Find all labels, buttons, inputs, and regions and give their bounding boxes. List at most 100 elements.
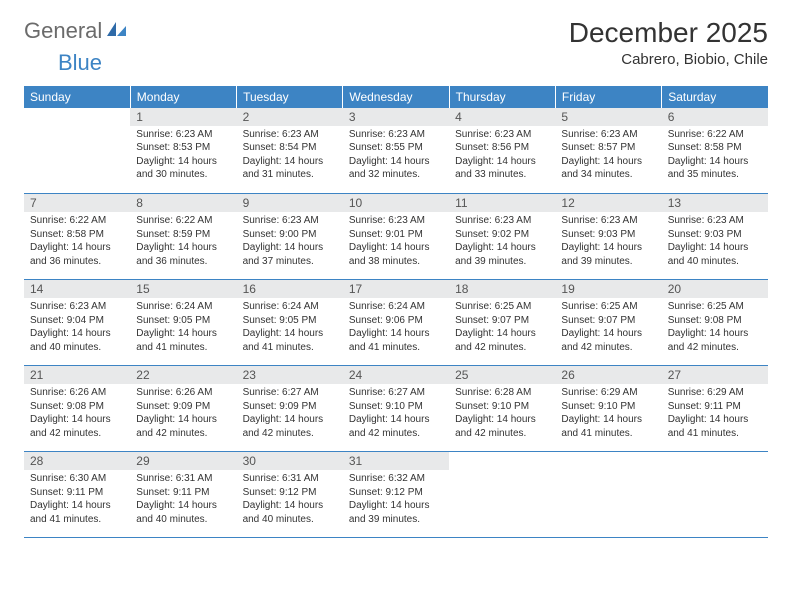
day-number: 29 xyxy=(130,452,236,470)
weekday-header: Wednesday xyxy=(343,86,449,108)
day-details: Sunrise: 6:23 AMSunset: 8:57 PMDaylight:… xyxy=(555,126,661,188)
day-number: 30 xyxy=(237,452,343,470)
title-block: December 2025 Cabrero, Biobio, Chile xyxy=(569,18,768,68)
calendar-day-cell: 7Sunrise: 6:22 AMSunset: 8:58 PMDaylight… xyxy=(24,194,130,280)
day-number: 31 xyxy=(343,452,449,470)
day-details: Sunrise: 6:23 AMSunset: 8:53 PMDaylight:… xyxy=(130,126,236,188)
calendar-week-row: 21Sunrise: 6:26 AMSunset: 9:08 PMDayligh… xyxy=(24,366,768,452)
calendar-day-cell: 30Sunrise: 6:31 AMSunset: 9:12 PMDayligh… xyxy=(237,452,343,538)
day-number: 24 xyxy=(343,366,449,384)
calendar-day-cell: .. xyxy=(449,452,555,538)
day-details: Sunrise: 6:22 AMSunset: 8:58 PMDaylight:… xyxy=(24,212,130,274)
day-details: Sunrise: 6:23 AMSunset: 9:04 PMDaylight:… xyxy=(24,298,130,360)
calendar-head: SundayMondayTuesdayWednesdayThursdayFrid… xyxy=(24,86,768,108)
day-number: 11 xyxy=(449,194,555,212)
day-number: 7 xyxy=(24,194,130,212)
day-details: Sunrise: 6:22 AMSunset: 8:58 PMDaylight:… xyxy=(662,126,768,188)
calendar-day-cell: .. xyxy=(555,452,661,538)
day-number: 19 xyxy=(555,280,661,298)
logo-text-blue: Blue xyxy=(58,50,102,75)
calendar-day-cell: 11Sunrise: 6:23 AMSunset: 9:02 PMDayligh… xyxy=(449,194,555,280)
day-details: Sunrise: 6:23 AMSunset: 9:03 PMDaylight:… xyxy=(555,212,661,274)
day-number: 26 xyxy=(555,366,661,384)
calendar-day-cell: 4Sunrise: 6:23 AMSunset: 8:56 PMDaylight… xyxy=(449,108,555,194)
day-details: Sunrise: 6:26 AMSunset: 9:08 PMDaylight:… xyxy=(24,384,130,446)
day-details: Sunrise: 6:29 AMSunset: 9:10 PMDaylight:… xyxy=(555,384,661,446)
day-details: Sunrise: 6:27 AMSunset: 9:09 PMDaylight:… xyxy=(237,384,343,446)
day-details: Sunrise: 6:28 AMSunset: 9:10 PMDaylight:… xyxy=(449,384,555,446)
day-number: 10 xyxy=(343,194,449,212)
day-details: Sunrise: 6:25 AMSunset: 9:07 PMDaylight:… xyxy=(449,298,555,360)
calendar-day-cell: 20Sunrise: 6:25 AMSunset: 9:08 PMDayligh… xyxy=(662,280,768,366)
calendar-week-row: ..1Sunrise: 6:23 AMSunset: 8:53 PMDaylig… xyxy=(24,108,768,194)
day-number: 2 xyxy=(237,108,343,126)
day-number: 20 xyxy=(662,280,768,298)
calendar-day-cell: 27Sunrise: 6:29 AMSunset: 9:11 PMDayligh… xyxy=(662,366,768,452)
day-details: Sunrise: 6:24 AMSunset: 9:05 PMDaylight:… xyxy=(237,298,343,360)
calendar-day-cell: 22Sunrise: 6:26 AMSunset: 9:09 PMDayligh… xyxy=(130,366,236,452)
day-details: Sunrise: 6:22 AMSunset: 8:59 PMDaylight:… xyxy=(130,212,236,274)
calendar-day-cell: 13Sunrise: 6:23 AMSunset: 9:03 PMDayligh… xyxy=(662,194,768,280)
day-number: 15 xyxy=(130,280,236,298)
day-details: Sunrise: 6:23 AMSunset: 9:01 PMDaylight:… xyxy=(343,212,449,274)
day-number: 16 xyxy=(237,280,343,298)
calendar-day-cell: 15Sunrise: 6:24 AMSunset: 9:05 PMDayligh… xyxy=(130,280,236,366)
calendar-day-cell: 2Sunrise: 6:23 AMSunset: 8:54 PMDaylight… xyxy=(237,108,343,194)
day-number: 17 xyxy=(343,280,449,298)
day-details: Sunrise: 6:25 AMSunset: 9:08 PMDaylight:… xyxy=(662,298,768,360)
calendar-day-cell: 25Sunrise: 6:28 AMSunset: 9:10 PMDayligh… xyxy=(449,366,555,452)
day-number: 18 xyxy=(449,280,555,298)
day-number: 1 xyxy=(130,108,236,126)
day-details: Sunrise: 6:27 AMSunset: 9:10 PMDaylight:… xyxy=(343,384,449,446)
location-text: Cabrero, Biobio, Chile xyxy=(569,51,768,68)
day-details: Sunrise: 6:31 AMSunset: 9:12 PMDaylight:… xyxy=(237,470,343,532)
weekday-header: Thursday xyxy=(449,86,555,108)
day-number: 4 xyxy=(449,108,555,126)
calendar-day-cell: 14Sunrise: 6:23 AMSunset: 9:04 PMDayligh… xyxy=(24,280,130,366)
logo-sail-icon xyxy=(106,20,128,43)
day-number: 25 xyxy=(449,366,555,384)
calendar-day-cell: 26Sunrise: 6:29 AMSunset: 9:10 PMDayligh… xyxy=(555,366,661,452)
day-number: 14 xyxy=(24,280,130,298)
calendar-day-cell: 12Sunrise: 6:23 AMSunset: 9:03 PMDayligh… xyxy=(555,194,661,280)
calendar-day-cell: 23Sunrise: 6:27 AMSunset: 9:09 PMDayligh… xyxy=(237,366,343,452)
calendar-day-cell: 10Sunrise: 6:23 AMSunset: 9:01 PMDayligh… xyxy=(343,194,449,280)
calendar-week-row: 14Sunrise: 6:23 AMSunset: 9:04 PMDayligh… xyxy=(24,280,768,366)
day-number: 5 xyxy=(555,108,661,126)
day-number: 13 xyxy=(662,194,768,212)
day-number: 8 xyxy=(130,194,236,212)
day-details: Sunrise: 6:23 AMSunset: 9:00 PMDaylight:… xyxy=(237,212,343,274)
day-details: Sunrise: 6:32 AMSunset: 9:12 PMDaylight:… xyxy=(343,470,449,532)
day-details: Sunrise: 6:23 AMSunset: 9:02 PMDaylight:… xyxy=(449,212,555,274)
calendar-body: .. 1Sunrise: 6:23 AMSunset: 8:53 PMDaylig… xyxy=(24,108,768,538)
calendar-table: SundayMondayTuesdayWednesdayThursdayFrid… xyxy=(24,86,768,539)
day-number: 6 xyxy=(662,108,768,126)
weekday-row: SundayMondayTuesdayWednesdayThursdayFrid… xyxy=(24,86,768,108)
day-details: Sunrise: 6:25 AMSunset: 9:07 PMDaylight:… xyxy=(555,298,661,360)
day-details: Sunrise: 6:29 AMSunset: 9:11 PMDaylight:… xyxy=(662,384,768,446)
day-details: Sunrise: 6:23 AMSunset: 8:54 PMDaylight:… xyxy=(237,126,343,188)
calendar-day-cell: 6Sunrise: 6:22 AMSunset: 8:58 PMDaylight… xyxy=(662,108,768,194)
day-details: Sunrise: 6:23 AMSunset: 8:55 PMDaylight:… xyxy=(343,126,449,188)
page-title: December 2025 xyxy=(569,18,768,49)
day-number: 27 xyxy=(662,366,768,384)
calendar-day-cell: 5Sunrise: 6:23 AMSunset: 8:57 PMDaylight… xyxy=(555,108,661,194)
calendar-day-cell: 19Sunrise: 6:25 AMSunset: 9:07 PMDayligh… xyxy=(555,280,661,366)
day-number: 22 xyxy=(130,366,236,384)
day-details: Sunrise: 6:31 AMSunset: 9:11 PMDaylight:… xyxy=(130,470,236,532)
day-details: Sunrise: 6:26 AMSunset: 9:09 PMDaylight:… xyxy=(130,384,236,446)
day-number: 12 xyxy=(555,194,661,212)
day-number: 23 xyxy=(237,366,343,384)
weekday-header: Saturday xyxy=(662,86,768,108)
calendar-day-cell: .. xyxy=(662,452,768,538)
day-details: Sunrise: 6:30 AMSunset: 9:11 PMDaylight:… xyxy=(24,470,130,532)
logo: General xyxy=(24,18,130,44)
day-details: Sunrise: 6:23 AMSunset: 9:03 PMDaylight:… xyxy=(662,212,768,274)
calendar-page: General December 2025 Cabrero, Biobio, C… xyxy=(0,0,792,556)
calendar-day-cell: 31Sunrise: 6:32 AMSunset: 9:12 PMDayligh… xyxy=(343,452,449,538)
day-details: Sunrise: 6:24 AMSunset: 9:06 PMDaylight:… xyxy=(343,298,449,360)
weekday-header: Tuesday xyxy=(237,86,343,108)
day-number: 3 xyxy=(343,108,449,126)
logo-text-general: General xyxy=(24,18,102,44)
day-number: 28 xyxy=(24,452,130,470)
